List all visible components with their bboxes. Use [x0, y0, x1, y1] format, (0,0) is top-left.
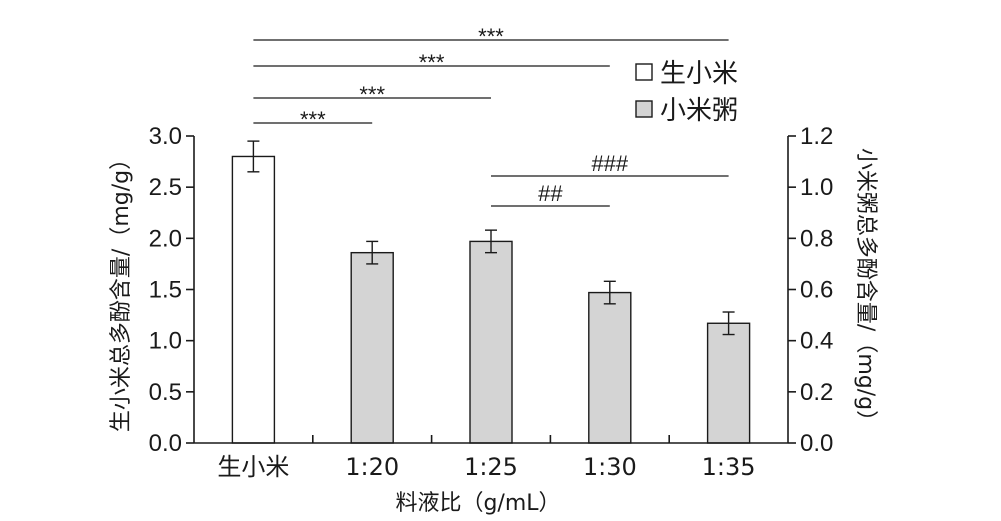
x-tick-label: 生小米	[217, 453, 289, 481]
significance-label: ***	[419, 50, 445, 75]
significance-label: ***	[478, 24, 504, 49]
right-y-tick-label: 1.0	[800, 174, 833, 201]
significance-label: ***	[300, 107, 326, 132]
right-y-tick-label: 0.4	[800, 328, 833, 355]
bar	[469, 240, 513, 444]
right-y-tick-label: 0.8	[800, 225, 833, 252]
right-y-tick-label: 0.0	[800, 430, 833, 457]
left-y-tick-label: 1.5	[149, 277, 182, 304]
x-tick-label: 1:35	[702, 453, 756, 481]
bar	[706, 322, 751, 444]
x-tick-label: 1:30	[583, 453, 637, 481]
legend-label: 小米粥	[660, 96, 738, 126]
bar	[588, 291, 632, 444]
legend-swatch	[635, 100, 653, 118]
bar	[350, 251, 394, 444]
left-y-axis-title: 生小米总多酚含量/（mg/g）	[109, 148, 134, 432]
legend-swatch	[635, 63, 653, 81]
left-y-tick-label: 0.0	[149, 430, 182, 457]
left-y-tick-label: 2.5	[149, 174, 182, 201]
bars	[231, 140, 751, 444]
right-y-axis-title: 小米粥总多酚含量/（mg/g）	[853, 148, 878, 432]
bar	[231, 155, 276, 444]
significance-label: ***	[359, 82, 385, 107]
significance-brackets: ************#####	[253, 24, 729, 207]
right-y-tick-label: 0.6	[800, 277, 833, 304]
significance-label: ##	[538, 181, 563, 206]
significance-label: ###	[591, 151, 628, 176]
right-y-tick-label: 1.2	[800, 123, 833, 150]
legend-label: 生小米	[660, 59, 738, 89]
right-y-tick-label: 0.2	[800, 379, 833, 406]
axes: 0.0 0.5 1.0 1.5 2.0 2.5 3.0 0.0 0.2 0.4 0.6 0.8 1.0 1…	[149, 123, 834, 481]
x-axis-title: 料液比（g/mL）	[395, 491, 560, 516]
x-tick-label: 1:20	[345, 453, 399, 481]
left-y-tick-label: 3.0	[149, 123, 182, 150]
left-y-tick-label: 0.5	[149, 379, 182, 406]
left-y-tick-label: 2.0	[149, 225, 182, 252]
x-tick-label: 1:25	[464, 453, 518, 481]
left-y-tick-label: 1.0	[149, 328, 182, 355]
